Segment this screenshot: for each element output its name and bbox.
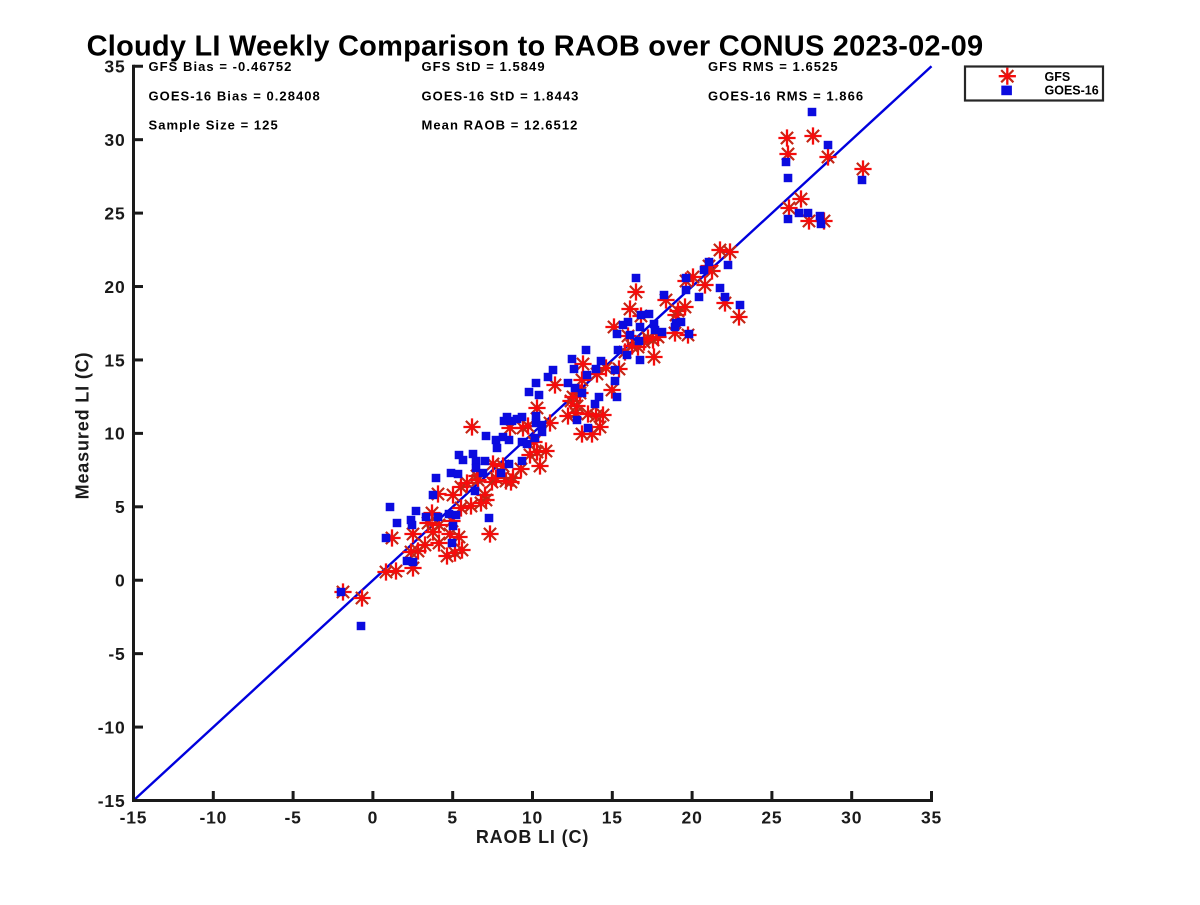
svg-text:GOES-16 RMS = 1.866: GOES-16 RMS = 1.866 [708, 88, 864, 103]
svg-text:GFS StD = 1.5849: GFS StD = 1.5849 [422, 59, 546, 74]
svg-text:20: 20 [682, 808, 703, 828]
svg-text:Measured LI (C): Measured LI (C) [73, 352, 93, 500]
svg-text:0: 0 [115, 571, 126, 591]
svg-text:Cloudy LI Weekly Comparison to: Cloudy LI Weekly Comparison to RAOB over… [87, 31, 984, 63]
svg-text:30: 30 [841, 808, 862, 828]
svg-text:35: 35 [104, 57, 125, 77]
svg-text:Mean RAOB = 12.6512: Mean RAOB = 12.6512 [422, 118, 579, 133]
svg-text:35: 35 [921, 808, 942, 828]
svg-text:15: 15 [104, 350, 125, 370]
svg-text:25: 25 [761, 808, 782, 828]
svg-text:GOES-16 StD = 1.8443: GOES-16 StD = 1.8443 [422, 88, 580, 103]
svg-text:GFS RMS = 1.6525: GFS RMS = 1.6525 [708, 59, 839, 74]
svg-text:GFS: GFS [1045, 70, 1071, 84]
svg-text:GFS Bias = -0.46752: GFS Bias = -0.46752 [149, 59, 293, 74]
svg-text:-5: -5 [108, 644, 125, 664]
svg-text:GOES-16: GOES-16 [1045, 84, 1099, 98]
svg-text:RAOB LI (C): RAOB LI (C) [476, 827, 589, 847]
svg-text:25: 25 [104, 203, 125, 223]
svg-text:5: 5 [115, 497, 126, 517]
svg-text:30: 30 [104, 130, 125, 150]
svg-text:Sample Size = 125: Sample Size = 125 [149, 118, 279, 133]
svg-text:5: 5 [447, 808, 458, 828]
svg-text:-10: -10 [199, 808, 227, 828]
svg-text:-15: -15 [98, 791, 126, 811]
svg-text:-5: -5 [285, 808, 302, 828]
svg-text:10: 10 [522, 808, 543, 828]
svg-text:GOES-16 Bias = 0.28408: GOES-16 Bias = 0.28408 [149, 88, 321, 103]
svg-text:10: 10 [104, 424, 125, 444]
svg-text:0: 0 [368, 808, 379, 828]
svg-text:-10: -10 [98, 717, 126, 737]
svg-text:15: 15 [602, 808, 623, 828]
svg-text:-15: -15 [120, 808, 148, 828]
svg-text:20: 20 [104, 277, 125, 297]
